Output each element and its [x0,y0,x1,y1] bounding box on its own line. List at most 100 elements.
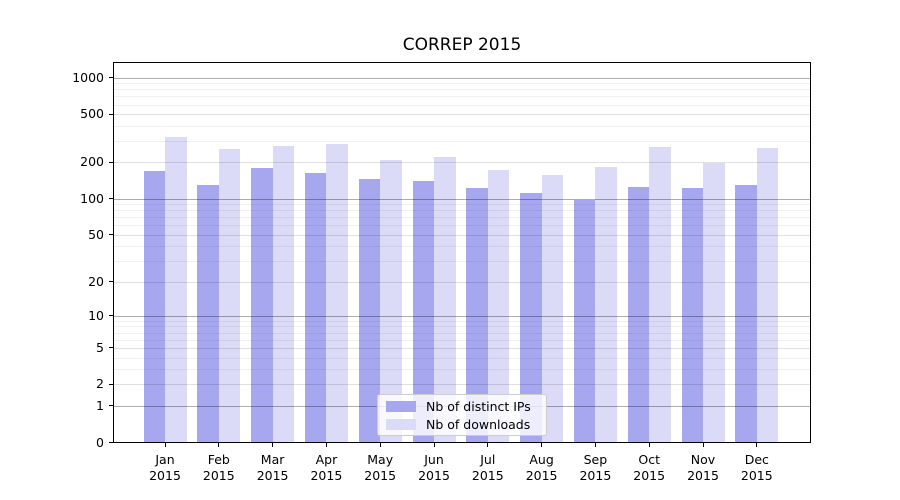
bar-ips-jul [466,188,488,442]
y-gridline-minor-400 [114,125,810,127]
y-gridline-minor-9 [114,320,810,322]
y-gridline-major-100 [114,198,810,200]
y-tick-mark-1 [109,405,113,407]
y-tick-mark-100 [109,198,113,200]
y-gridline-major-10 [114,315,810,317]
y-tick-mark-20 [109,281,113,283]
y-gridline-mid-5 [114,347,810,349]
y-gridline-minor-900 [114,83,810,85]
x-tick-month-oct: Oct [638,452,660,467]
bar-ips-apr [304,172,327,442]
y-gridline-minor-300 [114,141,810,143]
bar-downloads-sep [595,166,617,442]
y-tick-mark-200 [109,161,113,163]
x-tick-month-mar: Mar [260,452,285,467]
x-tick-month-aug: Aug [529,452,554,467]
x-tick-month-apr: Apr [315,452,338,467]
y-tick-label-100: 100 [80,190,104,206]
y-gridline-mid-20 [114,281,810,283]
x-tick-label-jul: Jul 2015 [458,452,518,483]
x-tick-label-jan: Jan 2015 [135,452,195,483]
x-tick-mark-jul [487,443,489,447]
y-gridline-minor-40 [114,246,810,248]
x-tick-month-sep: Sep [583,452,608,467]
y-gridline-minor-800 [114,89,810,91]
x-tick-mark-nov [702,443,704,447]
bar-ips-nov [681,187,703,442]
x-tick-year-feb: 2015 [202,467,235,483]
x-tick-year-apr: 2015 [310,467,343,483]
y-tick-label-10: 10 [88,307,104,323]
bar-downloads-may [380,159,402,442]
x-tick-label-mar: Mar 2015 [243,452,303,483]
chart-title: CORREP 2015 [402,35,522,55]
bar-ips-mar [251,167,273,442]
y-gridline-minor-90 [114,204,810,206]
x-tick-mark-dec [756,443,758,447]
x-tick-mark-sep [594,443,596,447]
y-tick-mark-10 [109,315,113,317]
x-tick-label-apr: Apr 2015 [296,452,356,483]
x-tick-label-may: May 2015 [350,452,410,483]
y-tick-label-200: 200 [80,154,104,170]
y-tick-label-50: 50 [88,226,104,242]
x-tick-mark-jun [433,443,435,447]
x-tick-month-jun: Jun [424,452,444,467]
y-gridline-minor-600 [114,104,810,106]
legend-swatch-downloads [386,418,416,430]
y-tick-label-1000: 1000 [72,69,104,85]
x-tick-month-dec: Dec [744,452,769,467]
bar-downloads-dec [756,148,779,442]
y-gridline-minor-8 [114,326,810,328]
legend-swatch-distinct-ips [386,400,416,412]
bar-ips-feb [197,185,219,442]
y-gridline-minor-70 [114,217,810,219]
x-tick-year-aug: 2015 [525,467,558,483]
bar-downloads-jul [487,170,510,442]
x-tick-label-sep: Sep 2015 [565,452,625,483]
legend-label-downloads: Nb of downloads [426,416,531,432]
x-tick-label-aug: Aug 2015 [512,452,572,483]
bar-downloads-aug [541,175,564,442]
legend-item-distinct-ips: Nb of distinct IPs [378,397,546,415]
legend-label-distinct-ips: Nb of distinct IPs [426,398,531,414]
y-tick-label-1: 1 [96,397,104,413]
bar-downloads-jun [434,157,456,442]
x-tick-label-nov: Nov 2015 [673,452,733,483]
x-tick-year-dec: 2015 [740,467,773,483]
y-tick-mark-0 [109,442,113,443]
legend-item-downloads: Nb of downloads [378,415,546,433]
x-tick-mark-may [379,443,381,447]
y-tick-mark-50 [109,234,113,236]
bar-downloads-oct [649,147,671,442]
x-tick-year-sep: 2015 [579,467,612,483]
x-tick-label-jun: Jun 2015 [404,452,464,483]
x-tick-mark-apr [325,443,327,447]
y-gridline-mid-500 [114,114,810,116]
bar-ips-may [358,178,381,442]
x-tick-year-jul: 2015 [471,467,504,483]
x-tick-mark-oct [648,443,650,447]
y-gridline-minor-700 [114,96,810,98]
legend: Nb of distinct IPs Nb of downloads [377,394,547,436]
bar-ips-jan [143,170,165,442]
x-tick-year-oct: 2015 [633,467,666,483]
y-tick-label-500: 500 [80,106,104,122]
x-tick-month-nov: Nov [690,452,716,467]
y-gridline-minor-3 [114,369,810,371]
y-tick-mark-1000 [109,77,113,79]
x-tick-mark-feb [218,443,220,447]
bar-ips-sep [573,200,596,442]
y-tick-mark-2 [109,383,113,385]
x-tick-month-jul: Jul [480,452,496,467]
y-tick-mark-500 [109,113,113,115]
x-tick-year-nov: 2015 [687,467,719,483]
bar-downloads-apr [326,144,348,442]
bar-downloads-jan [165,137,187,442]
y-gridline-minor-80 [114,210,810,212]
x-tick-label-feb: Feb 2015 [189,452,249,483]
y-tick-label-0: 0 [96,434,104,450]
bar-downloads-nov [703,162,725,442]
y-tick-label-20: 20 [88,273,104,289]
